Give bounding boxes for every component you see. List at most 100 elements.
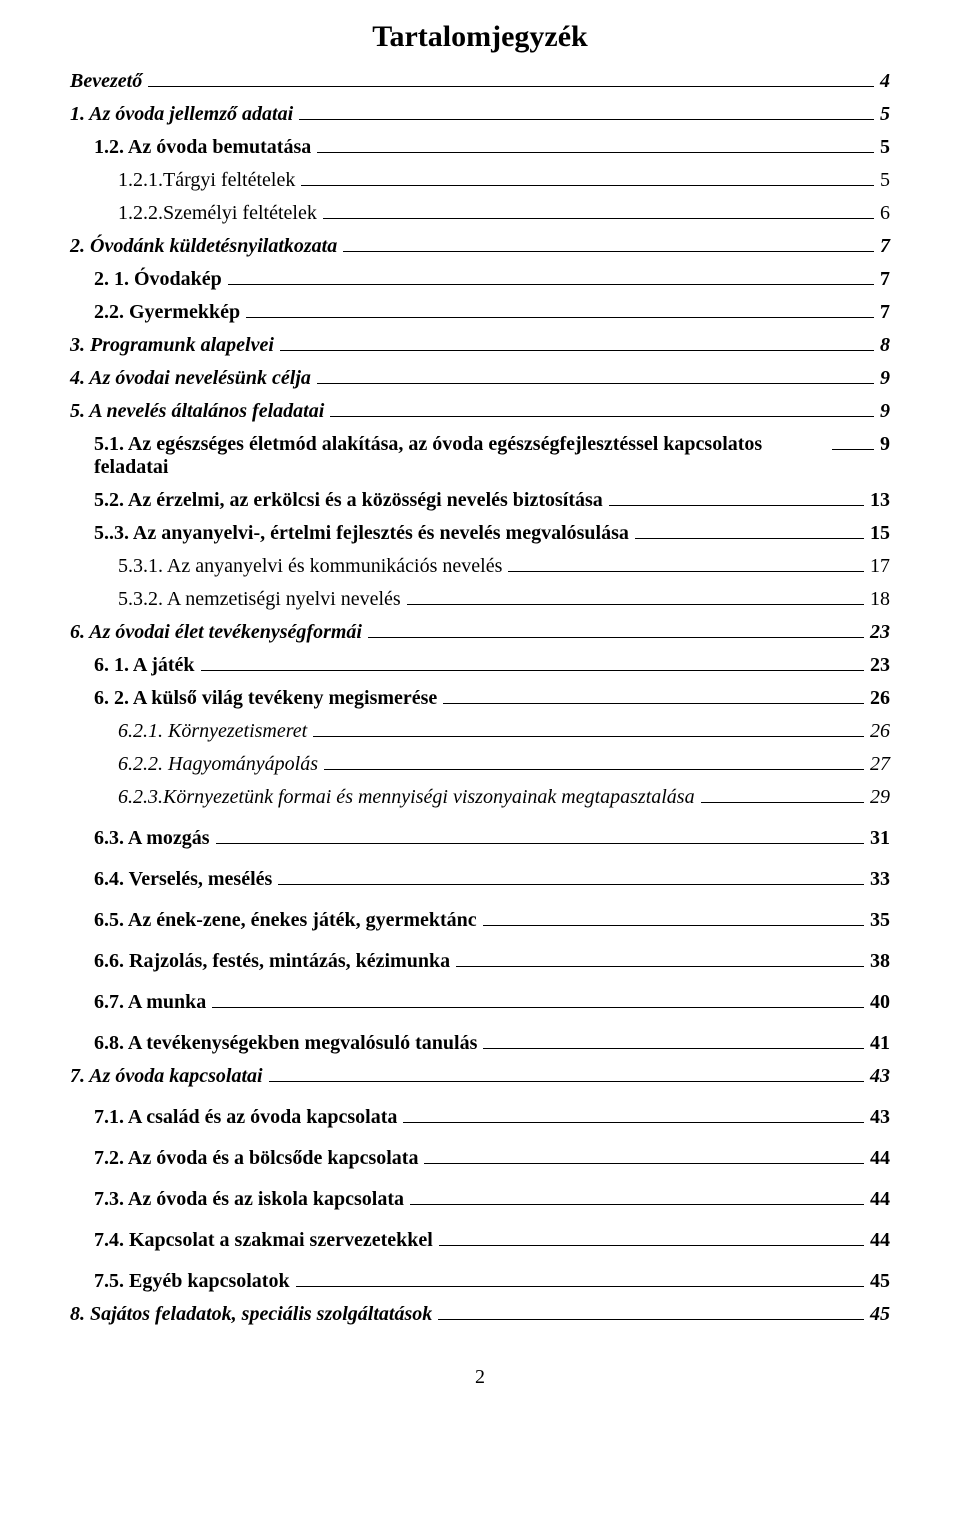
toc-entry: 6.4. Verselés, mesélés 33: [94, 864, 890, 891]
toc-leader-line: [443, 683, 864, 704]
toc-entry: 6.2.1. Környezetismeret 26: [118, 716, 890, 743]
toc-entry-label: 7.1. A család és az óvoda kapcsolata: [94, 1106, 397, 1129]
toc-entry: 5.2. Az érzelmi, az erkölcsi és a közöss…: [94, 485, 890, 512]
toc-leader-line: [280, 330, 874, 351]
toc-entry: 6.2.2. Hagyományápolás 27: [118, 749, 890, 776]
toc-entry-label: 6.3. A mozgás: [94, 827, 210, 850]
toc-entry-page: 9: [880, 433, 890, 456]
page-title: Tartalomjegyzék: [70, 20, 890, 54]
toc-leader-line: [635, 518, 864, 539]
toc-entry-page: 23: [870, 621, 890, 644]
toc-entry-label: 2.2. Gyermekkép: [94, 301, 240, 324]
toc-entry-page: 4: [880, 70, 890, 93]
toc-entry: 2.2. Gyermekkép 7: [94, 297, 890, 324]
toc-entry-page: 26: [870, 687, 890, 710]
toc-entry-label: 6. 2. A külső világ tevékeny megismerése: [94, 687, 437, 710]
toc-entry-page: 35: [870, 909, 890, 932]
toc-leader-line: [407, 584, 864, 605]
toc-entry-page: 9: [880, 400, 890, 423]
toc-entry: 1.2.2.Személyi feltételek6: [118, 198, 890, 225]
toc-entry-page: 45: [870, 1270, 890, 1293]
toc-leader-line: [483, 905, 864, 926]
toc-entry-label: 7.4. Kapcsolat a szakmai szervezetekkel: [94, 1229, 433, 1252]
toc-entry-label: 5.2. Az érzelmi, az erkölcsi és a közöss…: [94, 489, 603, 512]
toc-entry-page: 45: [870, 1303, 890, 1326]
toc-entry-page: 38: [870, 950, 890, 973]
toc-leader-line: [330, 396, 874, 417]
toc-entry-label: Bevezető: [70, 70, 142, 93]
toc-entry: 5.3.2. A nemzetiségi nyelvi nevelés 18: [118, 584, 890, 611]
toc-entry-label: 7.3. Az óvoda és az iskola kapcsolata: [94, 1188, 404, 1211]
toc-entry: 1.2.1.Tárgyi feltételek5: [118, 165, 890, 192]
toc-entry-page: 44: [870, 1188, 890, 1211]
toc-leader-line: [212, 987, 864, 1008]
toc-entry-label: 5.3.2. A nemzetiségi nyelvi nevelés: [118, 588, 401, 611]
toc-entry: 8. Sajátos feladatok, speciális szolgált…: [70, 1299, 890, 1326]
toc-entry-label: 5..3. Az anyanyelvi-, értelmi fejlesztés…: [94, 522, 629, 545]
toc-entry-label: 6.4. Verselés, mesélés: [94, 868, 272, 891]
toc-entry: 4. Az óvodai nevelésünk célja9: [70, 363, 890, 390]
toc-entry-label: 6.2.2. Hagyományápolás: [118, 753, 318, 776]
toc-entry-page: 15: [870, 522, 890, 545]
toc-leader-line: [299, 99, 874, 120]
toc-leader-line: [301, 165, 874, 186]
toc-entry-page: 31: [870, 827, 890, 850]
toc-entry-page: 7: [880, 301, 890, 324]
toc-entry-page: 43: [870, 1106, 890, 1129]
toc-entry: Bevezető 4: [70, 66, 890, 93]
toc-entry-label: 5. A nevelés általános feladatai: [70, 400, 324, 423]
toc-entry: 6.2.3.Környezetünk formai és mennyiségi …: [118, 782, 890, 809]
toc-entry: 1. Az óvoda jellemző adatai 5: [70, 99, 890, 126]
toc-entry-page: 17: [870, 555, 890, 578]
toc-container: Bevezető 4 1. Az óvoda jellemző adatai 5 1.2…: [70, 66, 890, 1326]
toc-entry-page: 6: [880, 202, 890, 225]
toc-leader-line: [609, 485, 864, 506]
toc-entry-page: 13: [870, 489, 890, 512]
toc-entry-label: 6. Az óvodai élet tevékenységformái: [70, 621, 362, 644]
toc-leader-line: [439, 1225, 864, 1246]
toc-leader-line: [269, 1061, 864, 1082]
toc-entry: 2. 1. Óvodakép7: [94, 264, 890, 291]
toc-entry-page: 18: [870, 588, 890, 611]
toc-entry-page: 8: [880, 334, 890, 357]
toc-entry-label: 6.7. A munka: [94, 991, 206, 1014]
toc-leader-line: [343, 231, 874, 252]
toc-entry-label: 3. Programunk alapelvei: [70, 334, 274, 357]
toc-leader-line: [216, 823, 864, 844]
toc-leader-line: [324, 749, 864, 770]
toc-leader-line: [368, 617, 864, 638]
toc-entry-page: 33: [870, 868, 890, 891]
toc-entry-page: 5: [880, 103, 890, 126]
toc-leader-line: [438, 1299, 864, 1320]
toc-entry: 6. 2. A külső világ tevékeny megismerése…: [94, 683, 890, 710]
toc-entry-page: 44: [870, 1229, 890, 1252]
page-number: 2: [70, 1366, 890, 1389]
toc-entry-label: 8. Sajátos feladatok, speciális szolgált…: [70, 1303, 432, 1326]
toc-entry-page: 26: [870, 720, 890, 743]
toc-entry-page: 27: [870, 753, 890, 776]
document-page: Tartalomjegyzék Bevezető 4 1. Az óvoda jel…: [0, 0, 960, 1429]
toc-leader-line: [424, 1143, 864, 1164]
toc-entry-label: 5.3.1. Az anyanyelvi és kommunikációs ne…: [118, 555, 502, 578]
toc-entry-page: 23: [870, 654, 890, 677]
toc-entry-label: 2. 1. Óvodakép: [94, 268, 222, 291]
toc-entry: 7.4. Kapcsolat a szakmai szervezetekkel 4…: [94, 1225, 890, 1252]
toc-entry: 5.3.1. Az anyanyelvi és kommunikációs ne…: [118, 551, 890, 578]
toc-entry-label: 6.5. Az ének-zene, énekes játék, gyermek…: [94, 909, 477, 932]
toc-entry: 7.5. Egyéb kapcsolatok45: [94, 1266, 890, 1293]
toc-leader-line: [313, 716, 864, 737]
toc-leader-line: [148, 66, 874, 87]
toc-entry: 7.2. Az óvoda és a bölcsőde kapcsolata44: [94, 1143, 890, 1170]
toc-entry-label: 6.2.1. Környezetismeret: [118, 720, 307, 743]
toc-entry: 7.1. A család és az óvoda kapcsolata 43: [94, 1102, 890, 1129]
toc-entry: 5..3. Az anyanyelvi-, értelmi fejlesztés…: [94, 518, 890, 545]
toc-leader-line: [508, 551, 864, 572]
toc-entry: 6. Az óvodai élet tevékenységformái 23: [70, 617, 890, 644]
toc-entry-label: 7.2. Az óvoda és a bölcsőde kapcsolata: [94, 1147, 418, 1170]
toc-leader-line: [317, 363, 874, 384]
toc-entry-label: 7. Az óvoda kapcsolatai: [70, 1065, 263, 1088]
toc-leader-line: [246, 297, 874, 318]
toc-entry-label: 6. 1. A játék: [94, 654, 195, 677]
toc-entry-page: 40: [870, 991, 890, 1014]
toc-entry-label: 1. Az óvoda jellemző adatai: [70, 103, 293, 126]
